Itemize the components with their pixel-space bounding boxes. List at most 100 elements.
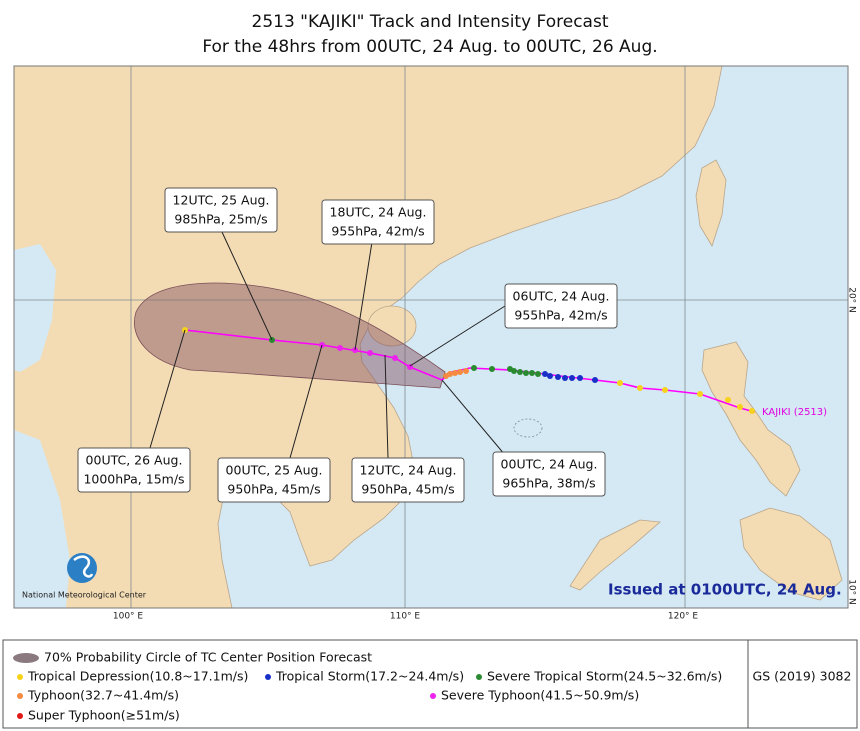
logo-swirl <box>73 555 94 578</box>
track-point <box>555 374 561 380</box>
title: 2513 "KAJIKI" Track and Intensity Foreca… <box>252 12 609 32</box>
lon-label: 110° E <box>390 612 421 622</box>
subtitle: For the 48hrs from 00UTC, 24 Aug. to 00U… <box>202 37 657 57</box>
logo: National Meteorological Center <box>22 553 147 600</box>
legend-symbol <box>17 674 23 680</box>
track-point <box>737 404 743 410</box>
andaman-sea <box>14 430 70 608</box>
legend-item: Tropical Depression(10.8~17.1m/s) <box>27 669 248 684</box>
annotation-detail: 955hPa, 42m/s <box>331 224 424 239</box>
track-points <box>182 327 755 414</box>
track-point <box>542 371 548 377</box>
leader-line <box>409 305 506 367</box>
taiwan <box>695 159 727 247</box>
leaders <box>149 231 506 459</box>
annotation-box <box>492 451 606 497</box>
leader-line <box>354 241 373 351</box>
track-point <box>523 370 529 376</box>
annotation-detail: 965hPa, 38m/s <box>502 476 595 491</box>
lat-label: 10° N <box>847 579 857 605</box>
annotation-box <box>217 457 331 503</box>
map-code: GS (2019) 3082 <box>753 669 852 684</box>
map-frame <box>13 65 849 609</box>
track-point <box>443 373 449 379</box>
bay-of-bengal <box>14 244 56 372</box>
track-point <box>725 397 731 403</box>
legend-item: Tropical Storm(17.2~24.4m/s) <box>275 669 464 684</box>
lon-label: 120° E <box>668 612 699 622</box>
annotation-detail: 950hPa, 45m/s <box>361 482 454 497</box>
annotation-detail: 950hPa, 45m/s <box>227 482 320 497</box>
annotation-time: 12UTC, 25 Aug. <box>173 193 270 208</box>
legend-item: Typhoon(32.7~41.4m/s) <box>27 688 179 703</box>
track-point <box>617 380 623 386</box>
track-point <box>535 371 541 377</box>
annotation-detail: 1000hPa, 15m/s <box>83 472 184 487</box>
visayas <box>739 507 843 601</box>
annotation-box <box>321 199 435 245</box>
storm-label: KAJIKI (2513) <box>762 407 827 418</box>
track-point <box>367 350 373 356</box>
legend-item: Super Typhoon(≥51m/s) <box>28 708 180 723</box>
leader-line <box>289 344 323 459</box>
legend-symbol <box>430 693 436 699</box>
leader-line <box>149 329 186 449</box>
annotation-time: 18UTC, 24 Aug. <box>330 205 427 220</box>
track-point <box>562 375 568 381</box>
annotation-time: 06UTC, 24 Aug. <box>513 289 610 304</box>
luzon <box>701 341 801 497</box>
annotation-detail: 955hPa, 42m/s <box>514 308 607 323</box>
issued-time: Issued at 0100UTC, 24 Aug. <box>608 581 842 599</box>
track-point <box>749 408 755 414</box>
leader-line <box>441 379 506 456</box>
track-point <box>457 369 463 375</box>
track-point <box>637 385 643 391</box>
track-point <box>452 370 458 376</box>
legend-symbol <box>476 674 482 680</box>
annotation-box <box>164 187 278 233</box>
track-point <box>697 391 703 397</box>
map-area: 12UTC, 25 Aug. 985hPa, 25m/s 18UTC, 24 Aug… <box>13 65 849 609</box>
annotation-time: 12UTC, 24 Aug. <box>360 463 457 478</box>
annotation-box <box>77 447 191 493</box>
annotation-time: 00UTC, 26 Aug. <box>86 453 183 468</box>
track-point <box>569 375 575 381</box>
logo-text: National Meteorological Center <box>22 591 147 600</box>
legend-item: Severe Tropical Storm(24.5~32.6m/s) <box>487 669 722 684</box>
annotation-box <box>504 283 618 329</box>
track-point <box>662 387 668 393</box>
reef <box>513 418 543 438</box>
legend-frame <box>2 639 858 729</box>
track-point <box>517 369 523 375</box>
track-point <box>463 368 469 374</box>
track-point <box>507 366 513 372</box>
annotation-time: 00UTC, 24 Aug. <box>501 457 598 472</box>
legend: 70% Probability Circle of TC Center Posi… <box>2 639 858 729</box>
lat-label: 20° N <box>847 287 857 313</box>
track-point <box>392 355 398 361</box>
track-point <box>471 365 477 371</box>
annotation-detail: 985hPa, 25m/s <box>174 212 267 227</box>
lon-label: 100° E <box>113 612 144 622</box>
legend-item: Severe Typhoon(41.5~50.9m/s) <box>441 688 639 703</box>
legend-symbol <box>13 653 39 663</box>
track-point <box>577 375 583 381</box>
leader-line <box>221 231 273 341</box>
palawan <box>569 519 661 591</box>
track-point <box>592 377 598 383</box>
legend-symbol <box>17 693 23 699</box>
legend-symbol <box>265 674 271 680</box>
annotations: 12UTC, 25 Aug. 985hPa, 25m/s 18UTC, 24 Aug… <box>77 187 618 503</box>
annotation-time: 00UTC, 25 Aug. <box>226 463 323 478</box>
track-point <box>337 345 343 351</box>
legend-item: 70% Probability Circle of TC Center Posi… <box>44 650 372 665</box>
track-point <box>529 370 535 376</box>
track-point <box>489 366 495 372</box>
annotation-box <box>351 457 465 503</box>
probability-cone <box>134 282 446 389</box>
legend-symbol <box>17 713 23 719</box>
leader-line <box>384 354 389 459</box>
track-point <box>547 373 553 379</box>
